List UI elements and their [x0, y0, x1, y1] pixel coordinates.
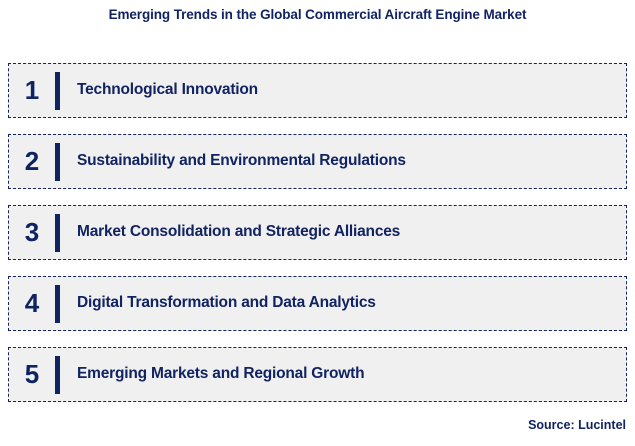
vertical-divider-bar	[55, 284, 60, 323]
trend-rank: 3	[24, 216, 40, 247]
trend-row[interactable]: 1 Technological Innovation	[8, 63, 627, 118]
trend-list: 1 Technological Innovation 2 Sustainabil…	[8, 63, 627, 402]
trend-rank: 4	[24, 287, 40, 318]
trend-label: Digital Transformation and Data Analytic…	[77, 294, 376, 311]
trend-rank: 1	[24, 74, 40, 105]
trend-row[interactable]: 3 Market Consolidation and Strategic All…	[8, 205, 627, 260]
trend-row[interactable]: 5 Emerging Markets and Regional Growth	[8, 347, 627, 402]
trend-label: Technological Innovation	[77, 81, 258, 98]
source-note: Source: Lucintel	[528, 418, 626, 432]
vertical-divider-bar	[55, 355, 60, 394]
page-title: Emerging Trends in the Global Commercial…	[108, 7, 527, 22]
vertical-divider-bar	[55, 142, 60, 181]
trend-label: Emerging Markets and Regional Growth	[77, 365, 365, 382]
trend-label: Market Consolidation and Strategic Allia…	[77, 223, 401, 240]
trend-row[interactable]: 2 Sustainability and Environmental Regul…	[8, 134, 627, 189]
trend-rank: 5	[24, 358, 40, 389]
vertical-divider-bar	[55, 71, 60, 110]
trend-row[interactable]: 4 Digital Transformation and Data Analyt…	[8, 276, 627, 331]
trend-rank: 2	[24, 145, 40, 176]
vertical-divider-bar	[55, 213, 60, 252]
trend-label: Sustainability and Environmental Regulat…	[77, 152, 406, 169]
